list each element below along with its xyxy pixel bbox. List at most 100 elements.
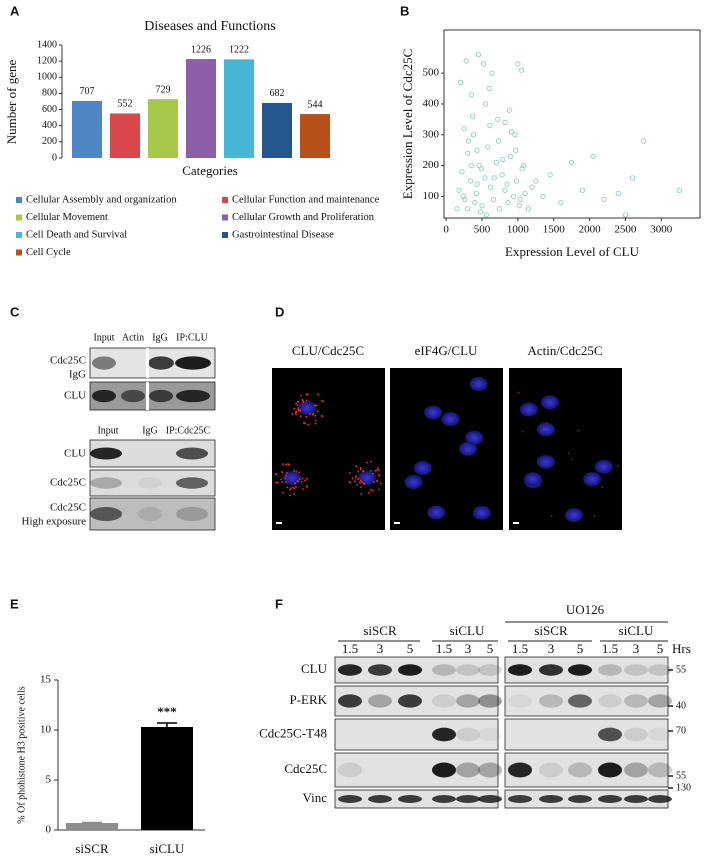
band <box>508 694 532 708</box>
point <box>515 61 521 67</box>
point <box>516 203 522 209</box>
band <box>338 664 362 676</box>
band <box>90 477 122 489</box>
point <box>506 107 512 113</box>
band <box>648 694 672 708</box>
scale-bar <box>276 522 282 524</box>
band <box>648 762 672 778</box>
blot <box>504 752 669 788</box>
signal <box>359 486 362 489</box>
band <box>648 795 672 803</box>
signal <box>309 413 311 415</box>
column-label: IgG <box>152 332 168 343</box>
signal <box>377 469 380 472</box>
band <box>568 795 592 803</box>
x-tick-label: 500 <box>474 224 491 236</box>
signal <box>571 458 573 461</box>
point <box>490 196 497 203</box>
signal <box>361 481 363 483</box>
y-axis-label: % Of phohistone H3 positive cells <box>16 686 27 824</box>
signal <box>295 410 298 413</box>
signal <box>293 407 296 410</box>
signal <box>295 470 298 473</box>
signal <box>522 430 524 433</box>
band <box>121 389 145 403</box>
image-title: CLU/Cdc25C <box>292 343 364 358</box>
row-label: Cdc25C <box>50 477 86 489</box>
signal <box>357 470 360 473</box>
point <box>479 203 485 209</box>
signal <box>593 515 595 517</box>
band <box>398 694 422 708</box>
point <box>517 196 523 203</box>
point <box>508 129 515 135</box>
point <box>468 162 474 169</box>
band <box>92 389 116 403</box>
nucleus <box>427 505 446 520</box>
signal <box>286 486 289 489</box>
signal <box>546 422 548 424</box>
band <box>456 762 480 778</box>
marker-label: 130 <box>676 782 691 793</box>
time-label: 5 <box>577 641 584 656</box>
blot <box>334 752 499 788</box>
point <box>522 190 528 196</box>
nucleus <box>472 505 491 520</box>
legend-swatch <box>16 249 22 256</box>
signal <box>298 478 301 481</box>
signal <box>293 469 295 472</box>
signal <box>360 492 363 495</box>
column-label: Actin <box>122 332 144 343</box>
signal <box>371 489 374 492</box>
nucleus <box>441 412 460 427</box>
signal <box>567 452 570 454</box>
bar <box>110 113 140 158</box>
signal <box>300 394 303 397</box>
point <box>487 122 493 129</box>
signal <box>376 467 379 469</box>
column-label: IgG <box>142 425 158 436</box>
band <box>539 762 563 778</box>
point <box>676 187 682 193</box>
nucleus <box>283 471 301 485</box>
data-label: 682 <box>270 88 285 99</box>
signal <box>356 484 359 486</box>
signal <box>321 415 323 418</box>
point <box>505 199 511 206</box>
column-label: IP:Cdc25C <box>166 425 211 436</box>
x-axis-label: Expression Level of CLU <box>505 244 640 259</box>
y-tick-label: 15 <box>40 674 52 686</box>
legend-swatch <box>16 214 22 221</box>
nucleus <box>469 377 488 392</box>
signal <box>281 481 284 483</box>
x-tick-label: 2000 <box>579 224 602 236</box>
band <box>398 795 422 803</box>
band <box>598 762 622 778</box>
error-bar <box>157 722 177 727</box>
signal <box>315 404 318 407</box>
signal <box>372 481 375 483</box>
signal <box>367 491 370 494</box>
band <box>149 389 173 403</box>
point <box>475 52 482 58</box>
band <box>148 356 174 370</box>
panel-label: E <box>10 596 19 611</box>
signal <box>363 482 365 485</box>
bar <box>72 100 102 158</box>
row-label: CLU <box>64 390 86 402</box>
point <box>510 193 517 200</box>
band <box>624 694 648 708</box>
signal <box>314 414 317 417</box>
data-label: 544 <box>308 99 323 110</box>
band <box>175 356 211 370</box>
signal <box>288 463 291 466</box>
band <box>508 762 532 778</box>
signal <box>374 469 377 472</box>
signal <box>359 466 362 469</box>
chart-title: Diseases and Functions <box>144 19 275 34</box>
data-label: 1222 <box>229 45 249 56</box>
band <box>598 664 622 676</box>
nucleus <box>536 422 555 437</box>
error-bar <box>82 821 102 824</box>
legend-label: Cellular Assembly and organization <box>26 194 177 205</box>
